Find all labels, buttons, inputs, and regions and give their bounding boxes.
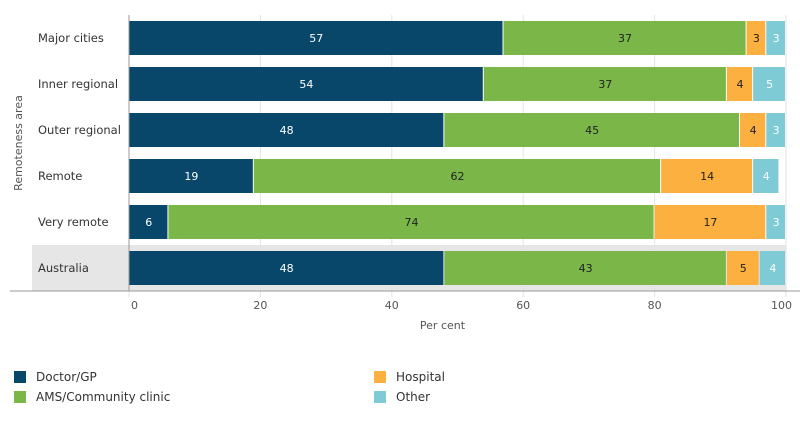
x-tick-label-80: 80 bbox=[648, 299, 662, 312]
category-label-outer-regional: Outer regional bbox=[38, 123, 121, 137]
data-label-very-remote-other: 3 bbox=[773, 216, 780, 229]
x-tick-label-60: 60 bbox=[516, 299, 530, 312]
data-label-australia-ams-community-clinic: 43 bbox=[579, 262, 593, 275]
category-label-major-cities: Major cities bbox=[38, 31, 104, 45]
x-tick-label-0: 0 bbox=[131, 299, 138, 312]
bar-inner-regional-doctor-gp bbox=[129, 67, 483, 101]
x-tick-label-40: 40 bbox=[385, 299, 399, 312]
category-label-inner-regional: Inner regional bbox=[38, 77, 118, 91]
bar-australia-doctor-gp bbox=[129, 251, 444, 285]
data-label-outer-regional-doctor-gp: 48 bbox=[280, 124, 294, 137]
bar-major-cities-hospital bbox=[746, 21, 766, 55]
data-label-australia-hospital: 5 bbox=[740, 262, 747, 275]
data-label-remote-ams-community-clinic: 62 bbox=[451, 170, 465, 183]
data-label-very-remote-ams-community-clinic: 74 bbox=[405, 216, 419, 229]
bar-australia-ams-community-clinic bbox=[444, 251, 726, 285]
bar-remote-ams-community-clinic bbox=[253, 159, 661, 193]
data-label-remote-hospital: 14 bbox=[700, 170, 714, 183]
data-label-outer-regional-hospital: 4 bbox=[750, 124, 757, 137]
bar-major-cities-doctor-gp bbox=[129, 21, 503, 55]
bar-australia-hospital bbox=[726, 251, 759, 285]
bar-remote-doctor-gp bbox=[129, 159, 253, 193]
bar-inner-regional-ams-community-clinic bbox=[483, 67, 726, 101]
category-label-australia: Australia bbox=[38, 261, 89, 275]
x-tick-label-20: 20 bbox=[253, 299, 267, 312]
data-label-remote-other: 4 bbox=[763, 170, 770, 183]
data-label-inner-regional-ams-community-clinic: 37 bbox=[598, 78, 612, 91]
bar-outer-regional-hospital bbox=[740, 113, 766, 147]
data-label-australia-other: 4 bbox=[769, 262, 776, 275]
bar-remote-other bbox=[753, 159, 779, 193]
category-label-remote: Remote bbox=[38, 169, 82, 183]
bar-major-cities-ams-community-clinic bbox=[503, 21, 746, 55]
data-label-remote-doctor-gp: 19 bbox=[184, 170, 198, 183]
bar-outer-regional-other bbox=[766, 113, 785, 147]
data-label-inner-regional-other: 5 bbox=[766, 78, 773, 91]
data-label-major-cities-ams-community-clinic: 37 bbox=[618, 32, 632, 45]
y-axis-label: Remoteness area bbox=[12, 95, 25, 191]
data-label-outer-regional-other: 3 bbox=[773, 124, 780, 137]
bar-major-cities-other bbox=[766, 21, 785, 55]
data-label-major-cities-doctor-gp: 57 bbox=[309, 32, 323, 45]
data-label-inner-regional-hospital: 4 bbox=[737, 78, 744, 91]
data-label-very-remote-hospital: 17 bbox=[703, 216, 717, 229]
bar-inner-regional-hospital bbox=[726, 67, 753, 101]
bar-inner-regional-other bbox=[753, 67, 785, 101]
x-tick-label-100: 100 bbox=[771, 299, 792, 312]
data-label-australia-doctor-gp: 48 bbox=[280, 262, 294, 275]
bar-outer-regional-ams-community-clinic bbox=[444, 113, 740, 147]
data-label-inner-regional-doctor-gp: 54 bbox=[299, 78, 313, 91]
bar-remote-hospital bbox=[661, 159, 753, 193]
bar-very-remote-hospital bbox=[654, 205, 766, 239]
data-label-major-cities-other: 3 bbox=[773, 32, 780, 45]
bar-australia-other bbox=[759, 251, 785, 285]
bar-very-remote-other bbox=[766, 205, 785, 239]
bar-outer-regional-doctor-gp bbox=[129, 113, 444, 147]
data-label-very-remote-doctor-gp: 6 bbox=[145, 216, 152, 229]
bar-very-remote-doctor-gp bbox=[129, 205, 168, 239]
x-axis-label: Per cent bbox=[420, 319, 466, 332]
data-label-major-cities-hospital: 3 bbox=[753, 32, 760, 45]
category-label-very-remote: Very remote bbox=[38, 215, 109, 229]
data-label-outer-regional-ams-community-clinic: 45 bbox=[585, 124, 599, 137]
bar-very-remote-ams-community-clinic bbox=[168, 205, 654, 239]
